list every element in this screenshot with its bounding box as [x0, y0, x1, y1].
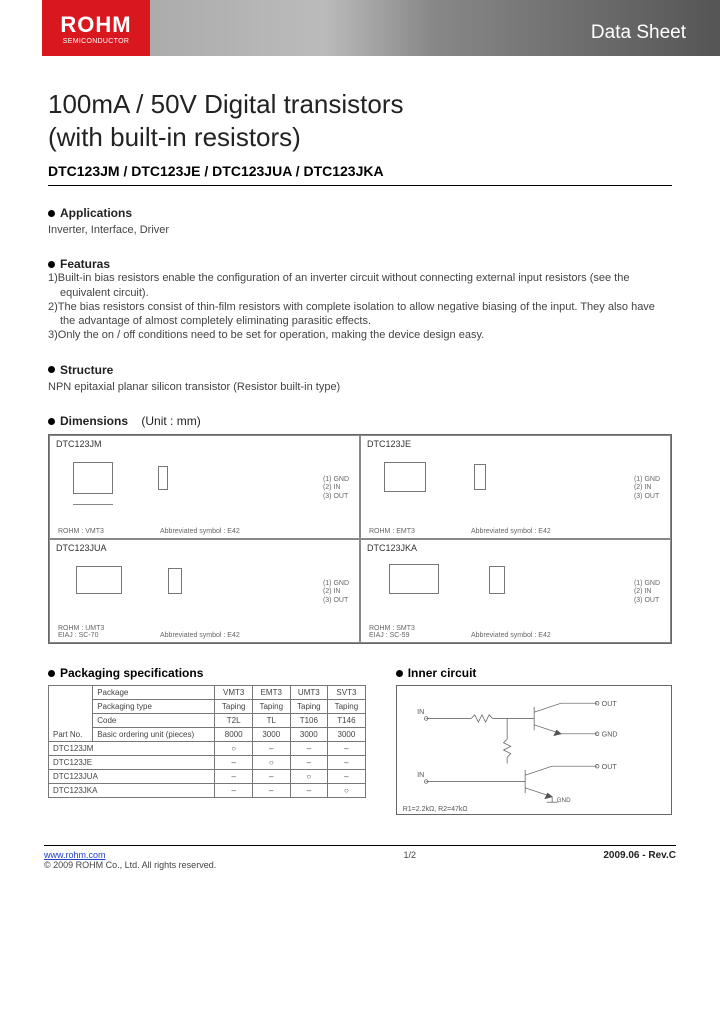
- dim-jm-pkg: ROHM : VMT3: [58, 528, 104, 535]
- section-dimensions: Dimensions (Unit : mm): [48, 414, 672, 428]
- row-code: Code: [93, 714, 215, 728]
- title-line1: 100mA / 50V Digital transistors: [48, 88, 672, 121]
- dim-jua-pkg: ROHM : UMT3EIAJ : SC-70: [58, 625, 104, 639]
- inner-h: Inner circuit: [408, 666, 477, 680]
- header-banner: ROHM SEMICONDUCTOR Data Sheet: [0, 0, 720, 70]
- dim-je-pkg: ROHM : EMT3: [369, 528, 415, 535]
- circuit-svg: IN OUT GND IN OUT GND: [407, 696, 661, 804]
- footer: www.rohm.com © 2009 ROHM Co., Ltd. All r…: [44, 845, 676, 870]
- logo-subtext: SEMICONDUCTOR: [63, 38, 129, 45]
- section-features: Featuras: [48, 257, 672, 271]
- structure-h: Structure: [60, 363, 113, 377]
- dim-cell-jka: DTC123JKA (1) GND (2) IN (3) OUT ROHM : …: [360, 539, 671, 643]
- dim-jua-name: DTC123JUA: [56, 543, 353, 553]
- dim-jka-pkg: ROHM : SMT3EIAJ : SC-59: [369, 625, 415, 639]
- inner-circuit-box: IN OUT GND IN OUT GND R1=2.2kΩ, R2=47kΩ: [396, 685, 672, 815]
- logo-text: ROHM: [60, 12, 131, 38]
- dim-jka-name: DTC123JKA: [367, 543, 664, 553]
- matrix-row-2: DTC123JUA––○–: [49, 770, 366, 784]
- label-in1: IN: [417, 707, 424, 716]
- dimensions-h: Dimensions: [60, 414, 128, 428]
- matrix-row-3: DTC123JKA–––○: [49, 784, 366, 798]
- feature-2: 2)The bias resistors consist of thin-fil…: [48, 300, 672, 329]
- dimensions-box: DTC123JM (1) GND (2) IN (3) OUT ROHM : V…: [48, 434, 672, 644]
- footer-page: 1/2: [404, 850, 417, 860]
- dim-je-name: DTC123JE: [367, 439, 664, 449]
- section-structure: Structure: [48, 363, 672, 377]
- dim-je-pins: (1) GND (2) IN (3) OUT: [634, 476, 660, 501]
- dim-jm-sym: Abbreviated symbol : E42: [160, 528, 240, 535]
- label-out2: OUT: [601, 762, 617, 771]
- label-gnd1: GND: [601, 730, 617, 739]
- feature-3: 3)Only the on / off conditions need to b…: [48, 328, 672, 342]
- section-applications: Applications: [48, 206, 672, 220]
- dim-jm-pins: (1) GND (2) IN (3) OUT: [323, 476, 349, 501]
- dim-cell-je: DTC123JE (1) GND (2) IN (3) OUT ROHM : E…: [360, 435, 671, 539]
- matrix-row-1: DTC123JE–○––: [49, 756, 366, 770]
- footer-url[interactable]: www.rohm.com: [44, 850, 216, 860]
- packaging-h: Packaging specifications: [60, 666, 203, 680]
- label-in2: IN: [417, 770, 424, 779]
- feature-1: 1)Built-in bias resistors enable the con…: [48, 271, 672, 300]
- row-qty: Basic ordering unit (pieces): [93, 728, 215, 742]
- dim-jua-pins: (1) GND (2) IN (3) OUT: [323, 580, 349, 605]
- dim-jka-pins: (1) GND (2) IN (3) OUT: [634, 580, 660, 605]
- label-out1: OUT: [601, 699, 617, 708]
- row-package: Package: [93, 686, 215, 700]
- dim-cell-jm: DTC123JM (1) GND (2) IN (3) OUT ROHM : V…: [49, 435, 360, 539]
- footer-rev: 2009.06 - Rev.C: [603, 850, 676, 861]
- dim-jm-name: DTC123JM: [56, 439, 353, 449]
- part-numbers: DTC123JM / DTC123JE / DTC123JUA / DTC123…: [48, 163, 672, 186]
- footer-copyright: © 2009 ROHM Co., Ltd. All rights reserve…: [44, 860, 216, 870]
- features-h: Featuras: [60, 257, 110, 271]
- title-line2: (with built-in resistors): [48, 121, 672, 154]
- dim-cell-jua: DTC123JUA (1) GND (2) IN (3) OUT ROHM : …: [49, 539, 360, 643]
- dim-jua-sym: Abbreviated symbol : E42: [160, 632, 240, 639]
- dimensions-unit: (Unit : mm): [141, 414, 200, 428]
- section-packaging: Packaging specifications: [48, 666, 366, 680]
- structure-body: NPN epitaxial planar silicon transistor …: [48, 380, 672, 394]
- applications-body: Inverter, Interface, Driver: [48, 223, 672, 237]
- partno-label: Part No.: [49, 686, 93, 742]
- resistor-values: R1=2.2kΩ, R2=47kΩ: [403, 806, 468, 813]
- dim-je-sym: Abbreviated symbol : E42: [471, 528, 551, 535]
- datasheet-label: Data Sheet: [591, 22, 686, 44]
- matrix-row-0: DTC123JM○–––: [49, 742, 366, 756]
- dim-jka-sym: Abbreviated symbol : E42: [471, 632, 551, 639]
- row-ptype: Packaging type: [93, 700, 215, 714]
- applications-h: Applications: [60, 206, 132, 220]
- rohm-logo: ROHM SEMICONDUCTOR: [42, 0, 150, 56]
- section-inner-circuit: Inner circuit: [396, 666, 672, 680]
- packaging-table: Part No. Package VMT3EMT3UMT3SVT3 Packag…: [48, 685, 366, 798]
- label-gnd2: GND: [556, 797, 570, 804]
